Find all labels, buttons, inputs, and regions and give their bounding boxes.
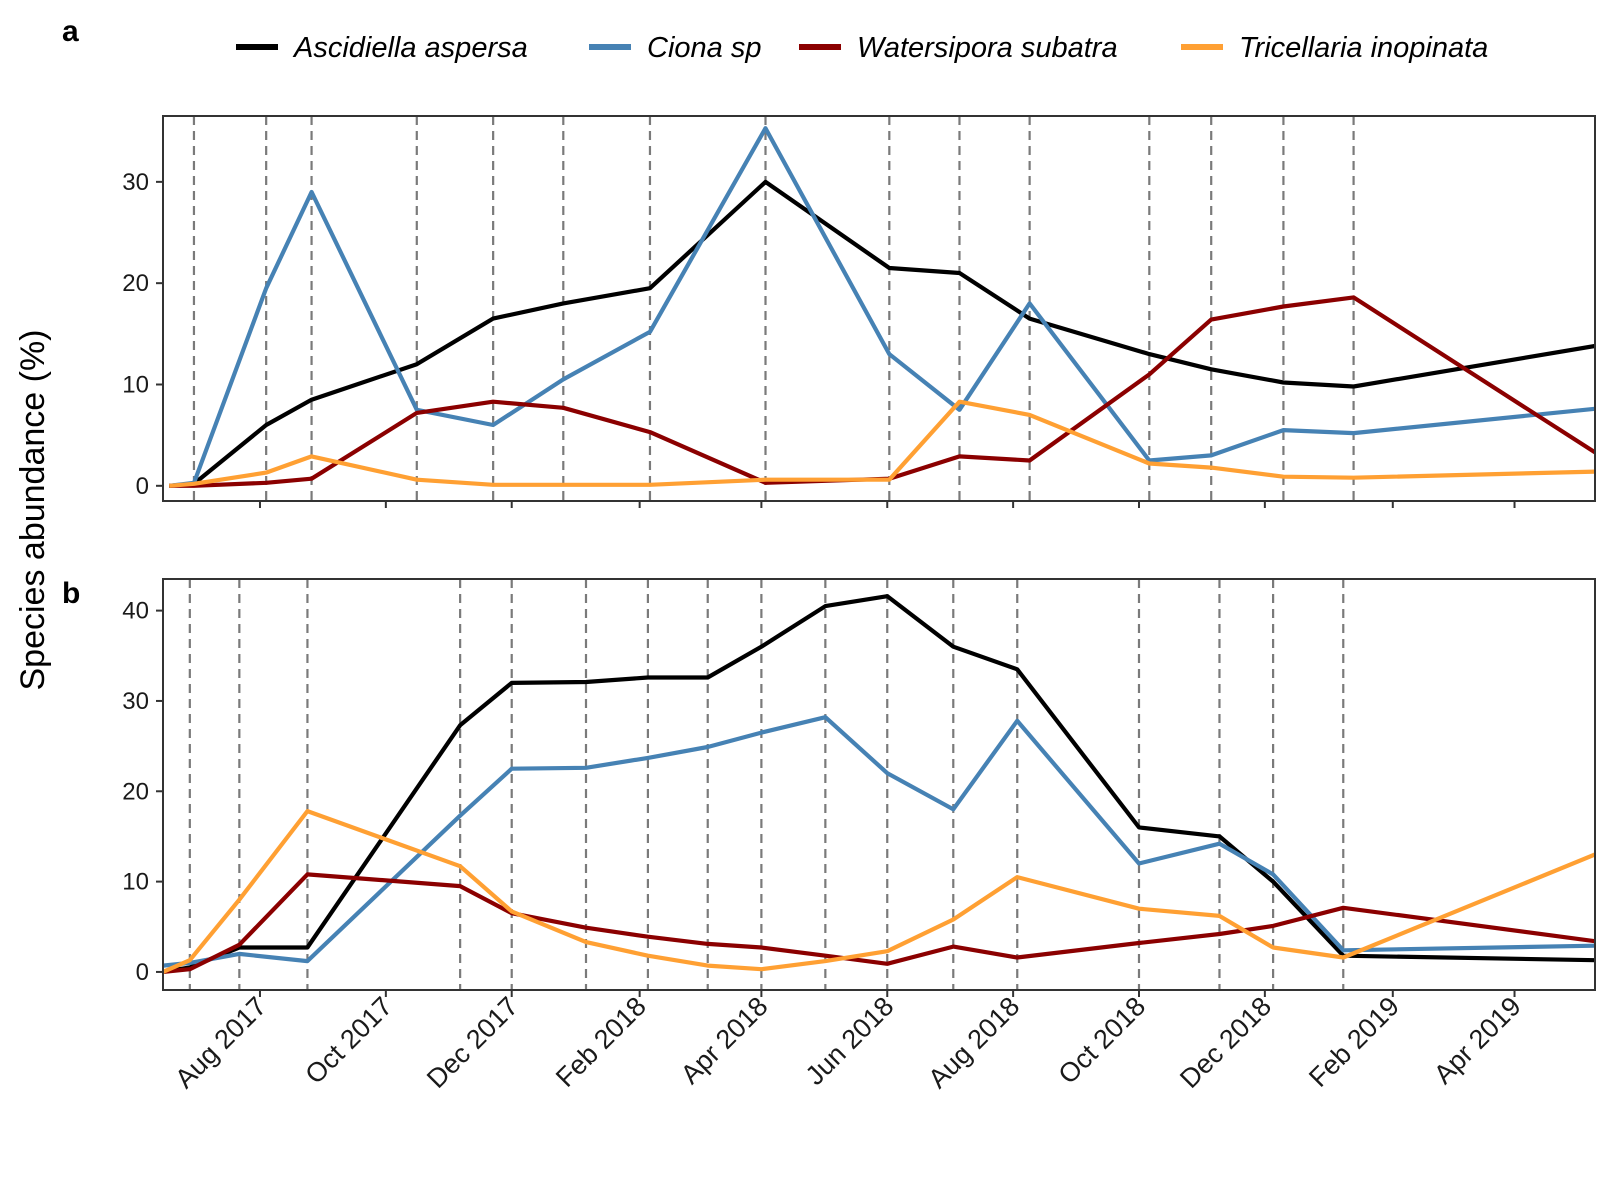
x-tick-label: Oct 2018 bbox=[1053, 991, 1152, 1090]
y-tick-label: 10 bbox=[122, 869, 149, 896]
panel-a: 0 10 20 30 bbox=[122, 115, 1596, 508]
x-tick-label: Dec 2018 bbox=[1174, 991, 1277, 1094]
y-tick-label: 10 bbox=[122, 371, 149, 398]
x-tick-label: Aug 2018 bbox=[922, 991, 1025, 1094]
x-tick-label: Jun 2018 bbox=[800, 991, 900, 1091]
y-tick-label: 40 bbox=[122, 598, 149, 625]
y-tick-label: 0 bbox=[136, 959, 149, 986]
x-tick-label: Oct 2017 bbox=[299, 991, 398, 1090]
legend: Ascidiella aspersa Ciona sp Watersipora su… bbox=[236, 32, 1488, 64]
y-tick-label: 20 bbox=[122, 270, 149, 297]
x-tick-label: Apr 2019 bbox=[1428, 991, 1527, 1090]
legend-item-tricellaria-inopinata: Tricellaria inopinata bbox=[1181, 32, 1488, 64]
legend-item-watersipora-subatra: Watersipora subatra bbox=[799, 32, 1118, 64]
legend-item-ciona-sp: Ciona sp bbox=[589, 32, 761, 64]
legend-label: Ascidiella aspersa bbox=[292, 32, 528, 64]
series-line-watersipora-subatra bbox=[163, 872, 1595, 974]
series-line-ascidiella-aspersa bbox=[169, 179, 1595, 488]
y-tick-label: 20 bbox=[122, 778, 149, 805]
x-tick-label: Dec 2017 bbox=[421, 991, 524, 1094]
panel-frame bbox=[162, 115, 1596, 502]
series-line-ascidiella-aspersa bbox=[163, 594, 1595, 974]
series-line-watersipora-subatra bbox=[169, 295, 1595, 488]
series-line-tricellaria-inopinata bbox=[169, 399, 1595, 488]
y-tick-label: 30 bbox=[122, 688, 149, 715]
panel-b: 0 10 20 30 40 bbox=[122, 578, 1596, 997]
legend-label: Ciona sp bbox=[647, 32, 761, 64]
y-axis-title: Species abundance (%) bbox=[14, 329, 52, 690]
x-tick-label: Aug 2017 bbox=[169, 991, 272, 1094]
series-line-tricellaria-inopinata bbox=[163, 808, 1595, 974]
x-tick-label: Feb 2018 bbox=[550, 991, 652, 1093]
x-axis: Aug 2017 Oct 2017 Dec 2017 Feb 2018 Apr 2018… bbox=[169, 991, 1527, 1094]
panel-frame bbox=[162, 578, 1596, 991]
legend-item-ascidiella-aspersa: Ascidiella aspersa bbox=[236, 32, 528, 64]
legend-label: Watersipora subatra bbox=[857, 32, 1118, 64]
x-tick-label: Feb 2019 bbox=[1303, 991, 1405, 1093]
legend-label: Tricellaria inopinata bbox=[1239, 32, 1488, 64]
panel-b-letter: b bbox=[62, 577, 80, 610]
y-tick-label: 30 bbox=[122, 169, 149, 196]
panel-a-letter: a bbox=[62, 15, 79, 48]
series-line-ciona-sp bbox=[163, 715, 1595, 968]
series-line-ciona-sp bbox=[168, 126, 1595, 488]
x-tick-label: Apr 2018 bbox=[675, 991, 774, 1090]
y-tick-label: 0 bbox=[136, 473, 149, 500]
